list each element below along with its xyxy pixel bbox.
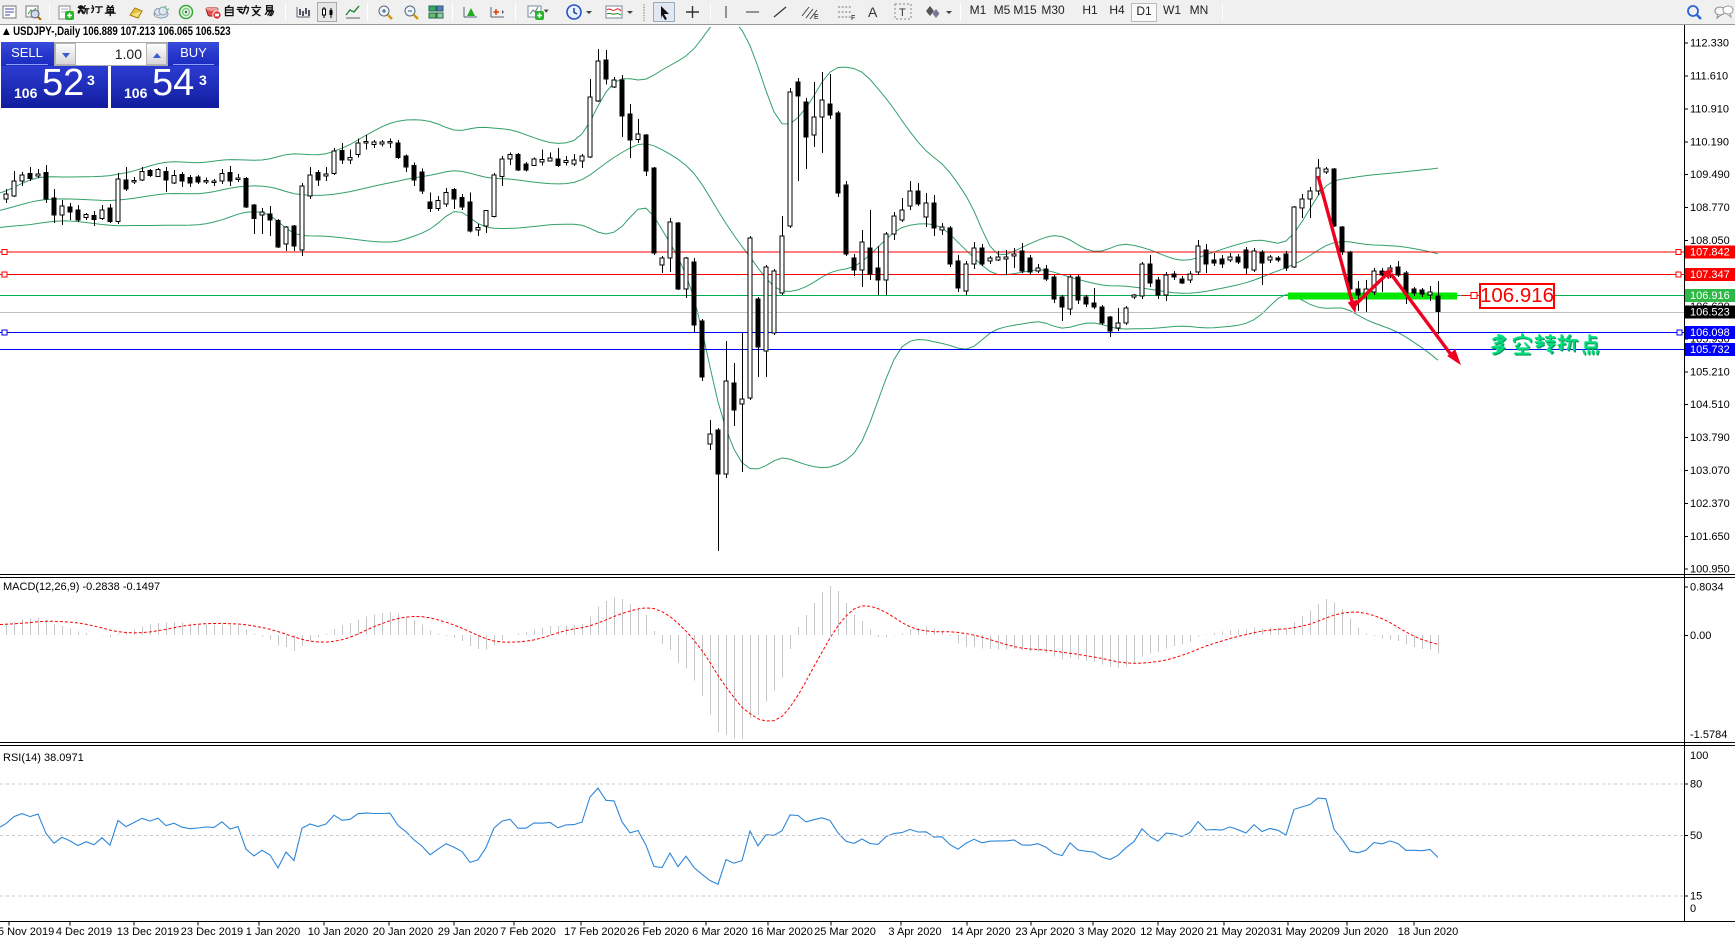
svg-text:31 May 2020: 31 May 2020 xyxy=(1270,926,1334,938)
svg-text:16 Mar 2020: 16 Mar 2020 xyxy=(751,926,813,938)
svg-text:3 May 2020: 3 May 2020 xyxy=(1078,926,1135,938)
svg-text:13 Dec 2019: 13 Dec 2019 xyxy=(117,926,179,938)
svg-text:106.916: 106.916 xyxy=(1690,290,1730,302)
svg-text:107.842: 107.842 xyxy=(1690,247,1730,259)
svg-text:110.910: 110.910 xyxy=(1690,104,1729,116)
svg-text:F: F xyxy=(851,15,855,21)
svg-text:15: 15 xyxy=(1690,891,1702,903)
svg-text:12 May 2020: 12 May 2020 xyxy=(1140,926,1204,938)
svg-text:108.050: 108.050 xyxy=(1690,235,1730,247)
svg-text:100: 100 xyxy=(1690,750,1708,762)
svg-text:9 Jun 2020: 9 Jun 2020 xyxy=(1334,926,1388,938)
svg-text:50: 50 xyxy=(1690,830,1702,842)
svg-text:102.370: 102.370 xyxy=(1690,498,1730,510)
svg-text:23 Dec 2019: 23 Dec 2019 xyxy=(181,926,243,938)
svg-text:110.190: 110.190 xyxy=(1690,137,1729,149)
svg-text:7 Feb 2020: 7 Feb 2020 xyxy=(500,926,556,938)
svg-text:3 Apr 2020: 3 Apr 2020 xyxy=(888,926,941,938)
svg-text:20 Jan 2020: 20 Jan 2020 xyxy=(373,926,434,938)
svg-text:106.098: 106.098 xyxy=(1690,327,1730,339)
svg-text:T: T xyxy=(899,7,906,19)
svg-text:21 May 2020: 21 May 2020 xyxy=(1206,926,1270,938)
svg-text:100.950: 100.950 xyxy=(1690,564,1730,576)
svg-text:18 Jun 2020: 18 Jun 2020 xyxy=(1398,926,1459,938)
svg-text:25 Mar 2020: 25 Mar 2020 xyxy=(814,926,876,938)
svg-text:10 Jan 2020: 10 Jan 2020 xyxy=(308,926,369,938)
svg-text:-1.5784: -1.5784 xyxy=(1690,729,1727,741)
svg-text:0.00: 0.00 xyxy=(1690,630,1711,642)
svg-text:RSI(14) 38.0971: RSI(14) 38.0971 xyxy=(3,752,84,764)
svg-text:105.732: 105.732 xyxy=(1690,344,1730,356)
svg-text:17 Feb 2020: 17 Feb 2020 xyxy=(564,926,626,938)
svg-text:104.510: 104.510 xyxy=(1690,399,1730,411)
svg-text:26 Feb 2020: 26 Feb 2020 xyxy=(627,926,689,938)
svg-text:0: 0 xyxy=(1690,903,1696,915)
svg-text:80: 80 xyxy=(1690,779,1702,791)
svg-text:25 Nov 2019: 25 Nov 2019 xyxy=(0,926,54,938)
svg-text:105.210: 105.210 xyxy=(1690,367,1730,379)
svg-text:103.070: 103.070 xyxy=(1690,465,1730,477)
svg-text:14 Apr 2020: 14 Apr 2020 xyxy=(951,926,1010,938)
svg-text:29 Jan 2020: 29 Jan 2020 xyxy=(438,926,499,938)
svg-text:111.610: 111.610 xyxy=(1690,71,1728,83)
svg-text:4 Dec 2019: 4 Dec 2019 xyxy=(56,926,112,938)
svg-text:0.8034: 0.8034 xyxy=(1690,582,1724,594)
svg-text:1 Jan 2020: 1 Jan 2020 xyxy=(246,926,300,938)
svg-text:101.650: 101.650 xyxy=(1690,531,1730,543)
svg-text:6 Mar 2020: 6 Mar 2020 xyxy=(692,926,748,938)
svg-text:108.770: 108.770 xyxy=(1690,202,1730,214)
svg-text:106.916: 106.916 xyxy=(1480,284,1554,307)
svg-text:107.347: 107.347 xyxy=(1690,269,1730,281)
svg-text:112.330: 112.330 xyxy=(1690,38,1729,50)
svg-text:MACD(12,26,9) -0.2838 -0.1497: MACD(12,26,9) -0.2838 -0.1497 xyxy=(3,581,160,593)
svg-text:E: E xyxy=(814,14,819,21)
svg-text:106.523: 106.523 xyxy=(1690,307,1730,319)
svg-text:103.790: 103.790 xyxy=(1690,432,1730,444)
svg-text:109.490: 109.490 xyxy=(1690,169,1730,181)
svg-text:23 Apr 2020: 23 Apr 2020 xyxy=(1015,926,1074,938)
